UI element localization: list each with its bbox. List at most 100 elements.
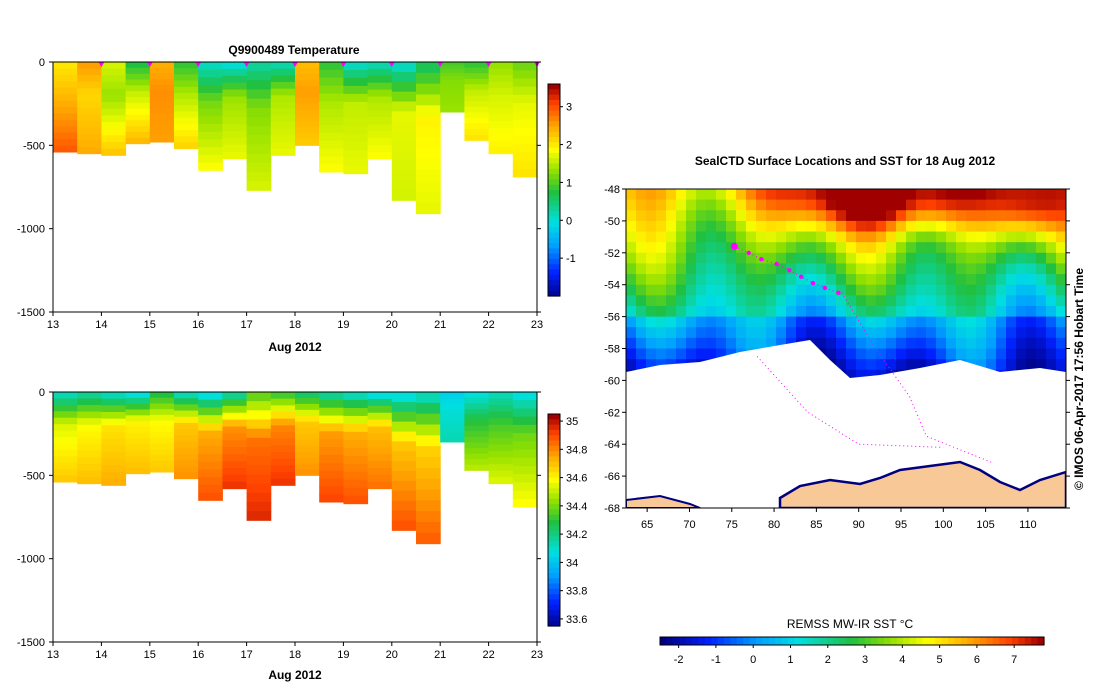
- profile-cell: [101, 465, 127, 473]
- sst-cell: [976, 210, 987, 222]
- sst-cell: [886, 210, 897, 222]
- sst-cell: [786, 316, 797, 328]
- colorbar-label: 3: [566, 102, 572, 114]
- sst-cell: [836, 284, 847, 296]
- profile-cell: [367, 454, 393, 462]
- sst-cell: [876, 316, 887, 328]
- sst-cell: [686, 327, 697, 339]
- sst-cell: [966, 189, 977, 201]
- colorbar-swatch: [548, 488, 560, 495]
- profile-cell: [222, 419, 248, 428]
- profile-cell: [174, 92, 199, 100]
- profile-cell: [367, 405, 393, 414]
- colorbar-label: 0: [750, 654, 756, 666]
- sst-cell: [816, 220, 827, 233]
- sst-cell: [1056, 316, 1066, 328]
- sst-cell: [826, 274, 837, 286]
- profile-cell: [270, 478, 296, 486]
- sst-cell: [806, 252, 817, 265]
- profile-cell: [416, 202, 441, 215]
- colorbar-swatch: [548, 557, 560, 563]
- sst-cell: [866, 274, 877, 286]
- sst-cell: [946, 316, 957, 328]
- sst-cell: [646, 231, 657, 243]
- sst-cell: [676, 316, 687, 328]
- profile-cell: [53, 417, 78, 425]
- profile-cell: [440, 69, 465, 74]
- sst-cell: [866, 252, 877, 265]
- sst-cell: [926, 316, 937, 328]
- sst-cell: [996, 242, 1007, 254]
- sst-cell: [1036, 210, 1047, 222]
- profile-cell: [77, 444, 102, 452]
- profile-cell: [391, 62, 417, 73]
- lat-label: -50: [604, 216, 620, 228]
- profile-cell: [319, 93, 344, 102]
- sst-cell: [666, 274, 677, 286]
- profile-cell: [343, 423, 369, 433]
- sst-cell: [956, 348, 967, 360]
- profile-cell: [440, 409, 465, 414]
- profile-cell: [125, 438, 151, 445]
- sst-cell: [966, 295, 977, 307]
- profile-cell: [246, 71, 272, 81]
- colorbar-swatch: [922, 637, 930, 645]
- profile-cell: [488, 94, 514, 102]
- sst-cell: [1026, 199, 1037, 211]
- sst-cell: [816, 274, 827, 286]
- profile-cell: [125, 126, 151, 133]
- profile-cell: [440, 402, 465, 407]
- sst-cell: [676, 348, 687, 360]
- sst-cell: [776, 263, 787, 275]
- sst-cell: [946, 327, 957, 339]
- profile-cell: [125, 462, 151, 469]
- sst-cell: [846, 274, 857, 286]
- profile-cell: [101, 418, 127, 426]
- colorbar-swatch: [548, 89, 560, 96]
- profile-cell: [464, 459, 490, 466]
- profile-cell: [391, 150, 417, 162]
- lon-label: 80: [768, 519, 780, 531]
- profile-cell: [125, 62, 151, 69]
- profile-cell: [101, 148, 127, 156]
- profile-cell: [77, 75, 102, 83]
- sst-cell: [1046, 316, 1057, 328]
- profile-cell: [270, 108, 296, 116]
- profile-cell: [149, 84, 175, 92]
- profile-cell: [440, 72, 465, 77]
- colorbar-label: 34: [566, 557, 578, 569]
- profile-cell: [512, 119, 538, 129]
- sst-cell: [636, 252, 647, 265]
- sst-cell: [846, 231, 857, 243]
- colorbar-label: 2: [825, 654, 831, 666]
- profile-cell: [416, 159, 441, 171]
- profile-cell: [343, 141, 369, 151]
- sst-cell: [1056, 274, 1066, 286]
- colorbar-swatch: [781, 637, 789, 645]
- profile-cell: [416, 105, 441, 117]
- profile-cell: [101, 445, 127, 453]
- sst-cell: [1056, 252, 1066, 265]
- sst-cell: [956, 284, 967, 296]
- sst-cell: [906, 305, 917, 318]
- profile-cell: [367, 89, 393, 98]
- sst-cell: [946, 337, 957, 350]
- sst-cell: [1006, 295, 1017, 307]
- profile-cell: [295, 97, 320, 105]
- sst-cell: [646, 337, 657, 350]
- colorbar-swatch: [548, 435, 560, 442]
- colorbar-swatch: [548, 472, 560, 479]
- temperature-xlabel: Aug 2012: [268, 340, 322, 354]
- sst-cell: [886, 348, 897, 360]
- sst-cell: [726, 252, 737, 265]
- sst-cell: [986, 242, 997, 254]
- sst-cell: [916, 231, 927, 243]
- sst-cell: [626, 210, 637, 222]
- sst-cell: [886, 284, 897, 296]
- profile-cell: [440, 417, 465, 422]
- profile-cell: [440, 62, 465, 67]
- profile-cell: [464, 62, 490, 69]
- sst-cell: [936, 316, 947, 328]
- sst-cell: [916, 295, 927, 307]
- profile-cell: [246, 410, 272, 420]
